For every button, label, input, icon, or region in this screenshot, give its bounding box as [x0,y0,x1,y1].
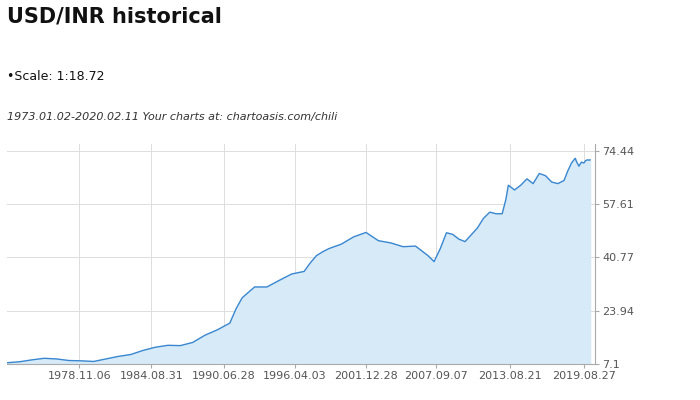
Text: USD/INR historical: USD/INR historical [7,6,222,26]
Text: •Scale: 1:18.72: •Scale: 1:18.72 [7,70,104,83]
Text: 1973.01.02-2020.02.11 Your charts at: chartoasis.com/chili: 1973.01.02-2020.02.11 Your charts at: ch… [7,112,337,122]
